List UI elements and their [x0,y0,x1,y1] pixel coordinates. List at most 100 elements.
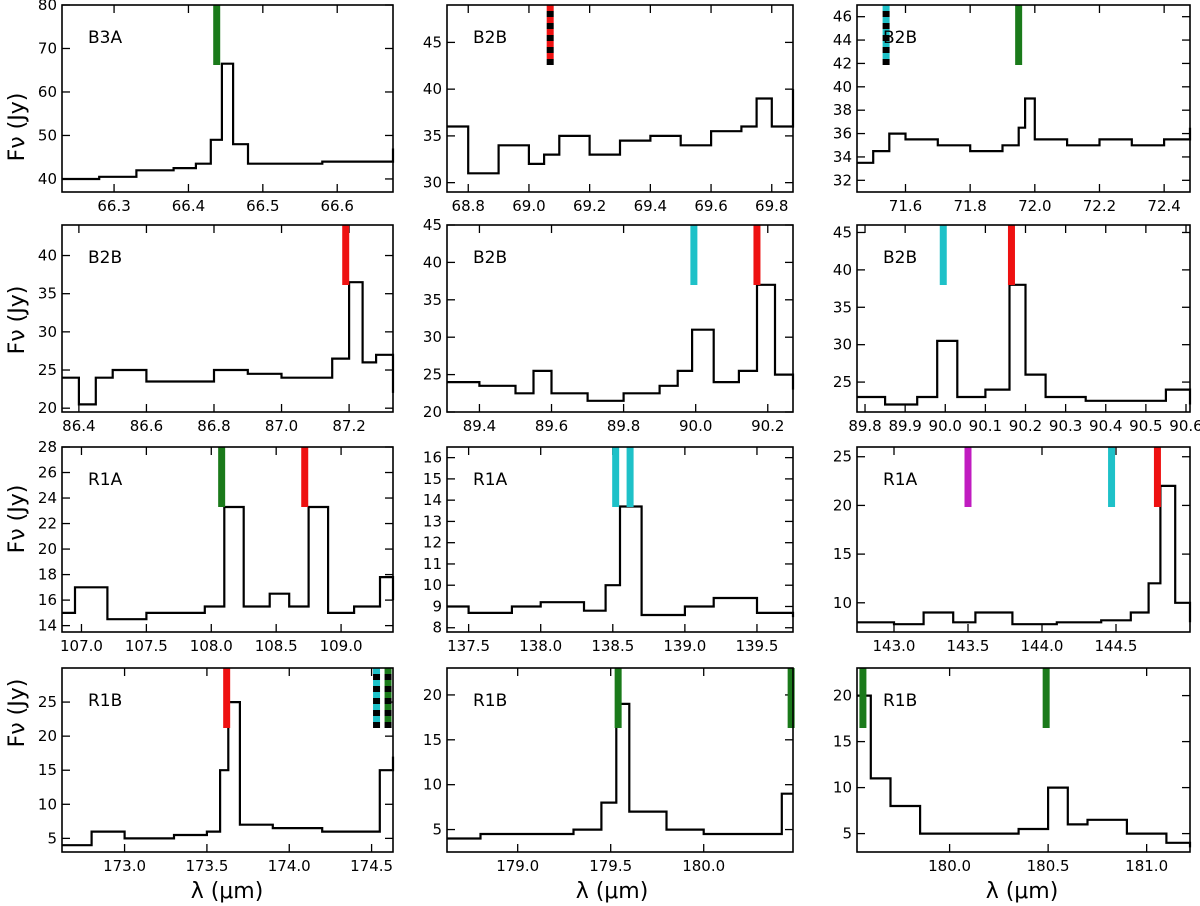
y-tick-label: 40 [833,261,852,279]
x-tick-label: 108.5 [255,637,298,655]
x-tick-label: 72.2 [1083,197,1116,215]
spectrum-line [447,702,793,840]
band-label: R1B [473,691,507,711]
line-marker-segment [384,698,392,704]
y-tick-label: 25 [38,693,57,711]
y-tick-label: 10 [833,779,852,797]
spectrum-line [62,505,395,621]
panel-frame [446,446,794,633]
x-tick-label: 179.5 [589,857,632,875]
band-label: B2B [883,248,917,268]
y-tick-label: 35 [833,298,852,316]
line-marker-segment [882,59,890,65]
line-marker-segment [882,29,890,35]
line-marker-segment [384,716,392,722]
y-tick-label: 25 [833,448,852,466]
band-label: R1B [883,691,917,711]
x-tick-label: 139.0 [663,637,706,655]
x-tick-label: 90.0 [929,417,962,435]
y-tick-label: 15 [833,545,852,563]
x-tick-label: 180.0 [682,857,725,875]
x-tick-label: 144.0 [1021,637,1064,655]
x-tick-label: 180.5 [1027,857,1070,875]
panel-6: 89.8 89.9 90.0 90.1 90.2 90.3 90.4 90.5 90.6 25 30… [833,223,1200,435]
y-tick-label: 8 [432,619,442,637]
panel-12: 180.0 180.5 181.0 5 10 15 20 R1B [833,667,1192,875]
y-tick-label: 11 [423,555,442,573]
y-tick-label: 20 [423,403,442,421]
spectrum-line [857,283,1192,406]
panel-frame [61,224,394,413]
x-tick-label: 66.6 [321,197,354,215]
line-marker-segment [373,698,381,704]
line-marker [301,447,309,507]
y-axis-label: Fν (Jy) [5,93,30,162]
spectrum-line [447,505,795,618]
line-marker [626,447,634,507]
line-marker-segment [373,674,381,680]
panel-9: 143.0 143.5 144.0 144.5 10 15 20 25 R1A [833,446,1192,655]
x-tick-label: 69.6 [694,197,727,215]
x-tick-label: 174.5 [350,857,393,875]
band-label: R1B [88,691,122,711]
band-label: B2B [88,248,122,268]
band-label: B2B [473,248,507,268]
x-tick-label: 181.0 [1125,857,1168,875]
line-marker-segment [384,704,392,710]
y-tick-label: 40 [38,247,57,265]
y-tick-label: 46 [833,8,852,26]
y-tick-label: 30 [423,328,442,346]
line-marker-segment [882,53,890,59]
line-marker-segment [546,5,554,11]
x-tick-label: 89.8 [607,417,640,435]
y-tick-label: 60 [38,83,57,101]
x-tick-label: 90.5 [1129,417,1162,435]
y-tick-label: 70 [38,39,57,57]
spectrum-line [62,701,395,847]
line-marker [753,225,761,285]
panel-8: 137.5 138.0 138.5 139.0 139.5 8 9 10 11 12 13 14 15 1… [423,446,795,655]
line-marker-segment [373,680,381,686]
y-tick-label: 12 [423,534,442,552]
x-tick-label: 90.2 [751,417,784,435]
line-marker [342,225,350,285]
panel-grid: 66.3 66.4 66.5 66.6 40 50 60 70 80 B3A 68.8 69.0 69.… [38,0,1200,875]
y-tick-label: 5 [47,829,57,847]
line-marker [939,225,947,285]
spectrum-line [62,62,395,181]
y-axis-label: Fν (Jy) [5,679,30,748]
x-tick-label: 69.8 [755,197,788,215]
line-marker [1007,225,1015,285]
line-marker-segment [882,35,890,41]
band-label: R1A [883,470,918,490]
x-tick-label: 72.4 [1147,197,1180,215]
y-tick-label: 25 [423,366,442,384]
x-tick-label: 90.0 [679,417,712,435]
line-marker-segment [546,11,554,17]
line-marker-segment [373,722,381,728]
spectrum-line [857,694,1192,848]
x-tick-label: 69.2 [573,197,606,215]
x-tick-label: 90.2 [1009,417,1042,435]
line-marker [223,668,231,728]
y-tick-label: 35 [423,127,442,145]
line-marker-segment [546,53,554,59]
line-marker-segment [546,59,554,65]
line-marker [859,668,867,728]
band-label: R1A [88,470,123,490]
line-marker-segment [546,23,554,29]
y-tick-label: 32 [833,171,852,189]
line-marker-segment [373,692,381,698]
line-marker-segment [373,716,381,722]
panel-3: 71.6 71.8 72.0 72.2 72.4 32 34 36 38 40 42 44 46 B2B [833,4,1192,215]
x-tick-label: 173.0 [103,857,146,875]
x-tick-label: 108.0 [190,637,233,655]
y-tick-label: 10 [423,776,442,794]
x-tick-label: 71.6 [889,197,922,215]
y-tick-label: 24 [38,489,57,507]
y-tick-label: 20 [833,687,852,705]
panel-frame [856,4,1191,193]
panel-frame [61,446,394,633]
line-marker-segment [384,674,392,680]
x-tick-label: 90.6 [1169,417,1200,435]
